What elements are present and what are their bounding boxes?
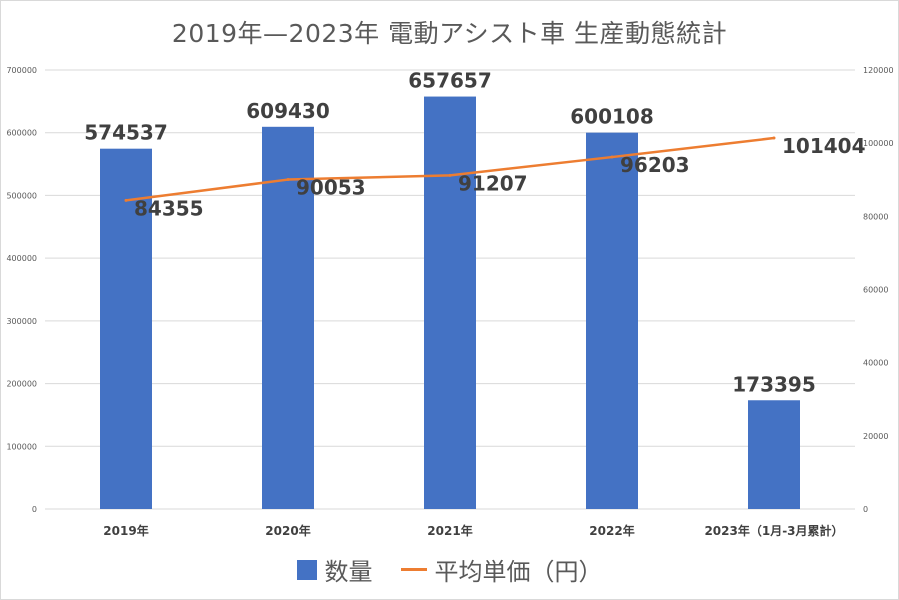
bar-data-label: 574537 <box>84 121 168 145</box>
right-axis-tick-label: 80000 <box>863 212 888 221</box>
left-axis-tick-label: 300000 <box>6 317 37 326</box>
right-axis-tick-label: 120000 <box>863 66 894 75</box>
legend-bar-swatch <box>296 559 317 580</box>
right-axis-tick-labels: 0 20000 40000 60000 80000 100000 120000 <box>863 66 894 514</box>
right-axis-tick-label: 100000 <box>863 139 894 148</box>
bar <box>424 96 476 509</box>
bar-data-label: 609430 <box>246 99 330 123</box>
bar-data-label: 173395 <box>732 372 816 396</box>
line-point <box>286 178 290 182</box>
line-point <box>610 155 614 159</box>
right-axis-tick-label: 20000 <box>863 432 888 441</box>
left-axis-tick-label: 200000 <box>6 380 37 389</box>
left-axis-tick-label: 100000 <box>6 442 37 451</box>
line-data-label: 84355 <box>134 196 204 220</box>
left-axis-tick-label: 700000 <box>6 66 37 75</box>
legend-line-label: 平均単価（円） <box>434 558 603 586</box>
left-axis-tick-labels: 0 100000 200000 300000 400000 500000 600000 700… <box>6 66 37 514</box>
left-axis-tick-label: 0 <box>32 505 37 514</box>
line-point <box>772 136 776 140</box>
line-data-label: 101404 <box>782 134 866 158</box>
bar <box>586 132 638 510</box>
x-axis-tick-labels: 2019年 2020年 2021年 2022年 2023年（1月-3月累計） <box>103 523 843 538</box>
right-axis-tick-label: 0 <box>863 505 868 514</box>
x-axis-tick-label: 2023年（1月-3月累計） <box>704 523 843 538</box>
left-axis-tick-label: 600000 <box>6 129 37 138</box>
legend-bar-label: 数量 <box>324 558 373 586</box>
x-axis-tick-label: 2021年 <box>427 523 472 538</box>
x-axis-tick-label: 2019年 <box>103 523 148 538</box>
bar-series <box>100 96 800 510</box>
data-labels: 574537 609430 657657 600108 173395 84355 90053… <box>84 69 865 397</box>
line-series <box>124 136 776 202</box>
line-point <box>448 173 452 177</box>
x-axis-tick-label: 2022年 <box>589 523 634 538</box>
legend: 数量 平均単価（円） <box>0 552 899 587</box>
bar <box>100 148 152 509</box>
line-data-label: 96203 <box>620 153 690 177</box>
bar <box>748 400 800 509</box>
left-axis-tick-label: 500000 <box>6 191 37 200</box>
legend-line-swatch <box>400 568 427 571</box>
line-data-label: 91207 <box>458 171 528 195</box>
chart-title: 2019年—2023年 電動アシスト車 生産動態統計 <box>171 19 728 48</box>
bar <box>262 126 314 510</box>
line-point <box>124 198 128 202</box>
left-axis-tick-label: 400000 <box>6 254 37 263</box>
bar-data-label: 657657 <box>408 69 492 93</box>
bar-data-label: 600108 <box>570 105 654 129</box>
line-data-label: 90053 <box>296 176 366 200</box>
x-axis-tick-label: 2020年 <box>265 523 310 538</box>
legend-item-bar: 数量 <box>296 552 373 587</box>
legend-item-line: 平均単価（円） <box>400 552 603 587</box>
right-axis-tick-label: 40000 <box>863 359 888 368</box>
right-axis-tick-label: 60000 <box>863 286 888 295</box>
